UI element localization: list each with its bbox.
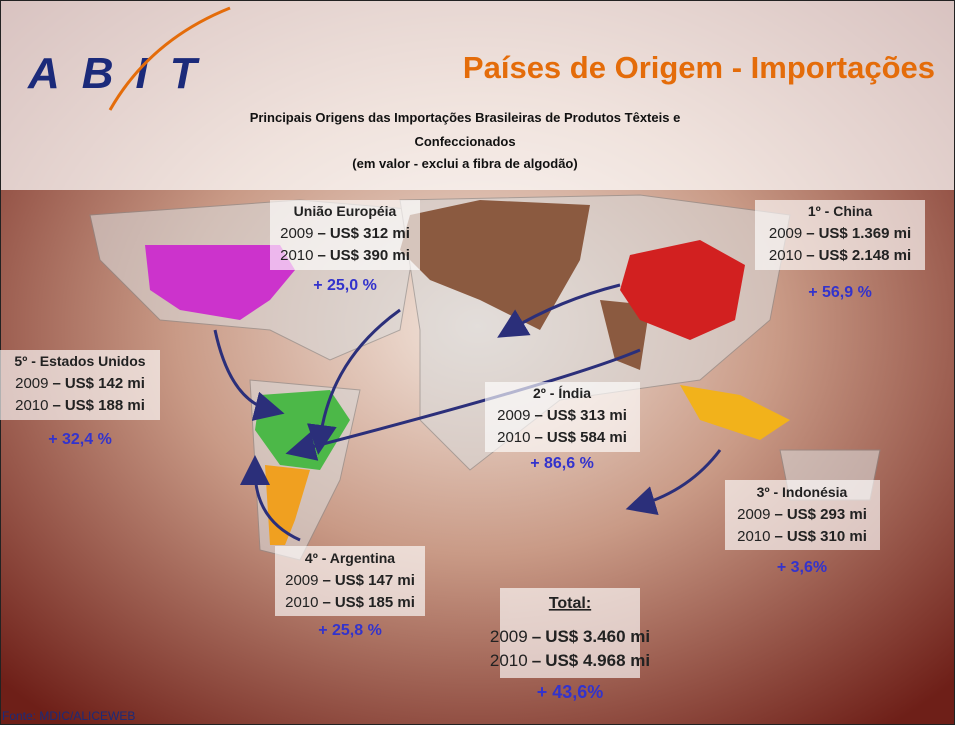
region-label: 3º - Indonésia: [757, 484, 848, 500]
value-line: 2009–US$ 1.369 mi: [769, 225, 911, 242]
value-line: 2010–US$ 188 mi: [15, 397, 145, 414]
year: 2010: [15, 397, 48, 414]
amount: US$ 142 mi: [65, 375, 145, 392]
amount: US$ 147 mi: [335, 572, 415, 589]
footer: Fonte: MDIC/ALICEWEB: [2, 709, 135, 723]
amount: US$ 584 mi: [547, 429, 627, 446]
separator: –: [322, 572, 330, 589]
amount: US$ 188 mi: [65, 397, 145, 414]
value-line: 2009–US$ 147 mi: [285, 572, 415, 589]
region-label: 5º - Estados Unidos: [14, 353, 145, 369]
year: 2010: [280, 247, 313, 264]
subtitle-line: Principais Origens das Importações Brasi…: [250, 110, 681, 125]
region-label: 4º - Argentina: [305, 550, 395, 566]
amount: US$ 1.369 mi: [819, 225, 912, 242]
value-line: 2010–US$ 2.148 mi: [769, 247, 911, 264]
amount: US$ 313 mi: [547, 407, 627, 424]
amount: US$ 390 mi: [330, 247, 410, 264]
separator: –: [534, 429, 542, 446]
amount: US$ 310 mi: [787, 528, 867, 545]
change: + 3,6%: [777, 559, 827, 576]
value-line: 2010–US$ 390 mi: [280, 247, 410, 264]
year: 2009: [15, 375, 48, 392]
change: + 25,8 %: [318, 622, 382, 639]
title: Países de Origem - Importações: [463, 50, 935, 85]
year: 2010: [737, 528, 770, 545]
separator: –: [317, 225, 325, 242]
subtitle-line: (em valor - exclui a fibra de algodão): [352, 156, 577, 171]
year: 2010: [769, 247, 802, 264]
region-label: 2º - Índia: [533, 385, 591, 401]
amount: US$ 3.460 mi: [545, 627, 650, 646]
year: 2009: [769, 225, 802, 242]
amount: US$ 312 mi: [330, 225, 410, 242]
year: 2010: [497, 429, 530, 446]
separator: –: [532, 627, 541, 646]
value-line: 2009–US$ 293 mi: [737, 506, 867, 523]
value-line: 2010–US$ 185 mi: [285, 594, 415, 611]
amount: US$ 293 mi: [787, 506, 867, 523]
value-line: 2010–US$ 584 mi: [497, 429, 627, 446]
year: 2010: [490, 651, 528, 670]
year: 2009: [490, 627, 528, 646]
region-label: União Européia: [294, 203, 397, 219]
value-line: 2009–US$ 312 mi: [280, 225, 410, 242]
year: 2009: [497, 407, 530, 424]
amount: US$ 2.148 mi: [819, 247, 912, 264]
value-line: 2009–US$ 313 mi: [497, 407, 627, 424]
separator: –: [806, 225, 814, 242]
change: + 32,4 %: [48, 431, 112, 448]
separator: –: [534, 407, 542, 424]
change: + 25,0 %: [313, 277, 377, 294]
year: 2009: [285, 572, 318, 589]
separator: –: [52, 375, 60, 392]
separator: –: [317, 247, 325, 264]
value-line: 2009–US$ 142 mi: [15, 375, 145, 392]
slide: ABIT Países de Origem - Importações Prin…: [0, 0, 955, 725]
value-line: 2010–US$ 4.968 mi: [490, 651, 650, 670]
separator: –: [806, 247, 814, 264]
region-label: Total:: [549, 595, 591, 612]
amount: US$ 185 mi: [335, 594, 415, 611]
separator: –: [774, 528, 782, 545]
region-label: 1º - China: [808, 203, 872, 219]
change: + 56,9 %: [808, 284, 872, 301]
separator: –: [322, 594, 330, 611]
year: 2009: [737, 506, 770, 523]
separator: –: [52, 397, 60, 414]
separator: –: [532, 651, 541, 670]
year: 2009: [280, 225, 313, 242]
value-line: 2010–US$ 310 mi: [737, 528, 867, 545]
year: 2010: [285, 594, 318, 611]
separator: –: [774, 506, 782, 523]
value-line: 2009–US$ 3.460 mi: [490, 627, 650, 646]
amount: US$ 4.968 mi: [545, 651, 650, 670]
subtitle-line: Confeccionados: [414, 134, 515, 149]
change: + 86,6 %: [530, 455, 594, 472]
change: + 43,6%: [537, 682, 604, 702]
